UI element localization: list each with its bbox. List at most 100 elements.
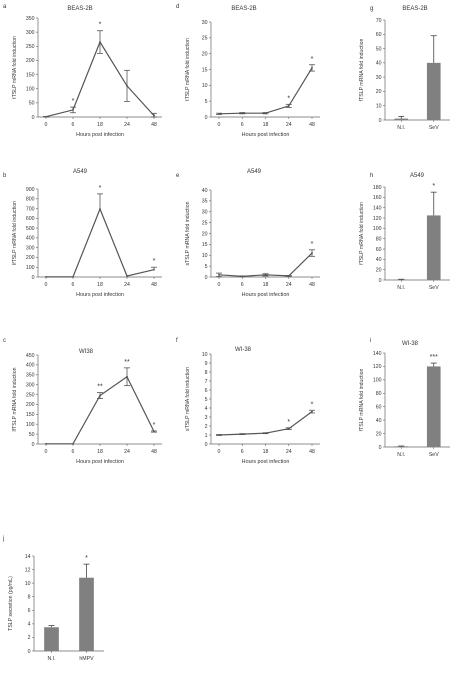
panel-d: d BEAS-2B 0 5 10 15 20 25 30 tTSLP mRNA fold indu…: [176, 4, 320, 138]
panel-letter: i: [370, 338, 371, 344]
panel-letter: d: [176, 4, 179, 10]
y-tick-label: 40: [202, 188, 208, 194]
y-tick-label: 2: [205, 424, 208, 430]
chart-title: A549: [247, 169, 262, 175]
x-tick-label: 48: [309, 282, 315, 288]
y-tick-label: 8: [28, 595, 31, 601]
bar: [426, 366, 441, 447]
y-tick-label: 20: [376, 267, 382, 273]
y-tick-label: 2: [28, 635, 31, 641]
significance-marker: *: [432, 183, 435, 190]
significance-marker: *: [85, 555, 88, 562]
panel-i: i WI-38 0 20 40 60 80 100 120 140 fTSLP mRNA fold …: [359, 338, 450, 458]
y-tick-label: 160: [373, 195, 382, 201]
y-tick-label: 25: [202, 220, 208, 226]
y-tick-label: 120: [373, 364, 382, 370]
panel-letter: c: [3, 338, 6, 344]
y-axis-label: fTSLP mRNA fold induction: [359, 202, 365, 265]
panel-h: h A549 0 20 40 60 80 100 120 140 160 180 fTSLP mRNA …: [359, 173, 450, 291]
series-line: [218, 67, 313, 115]
y-tick-label: 700: [26, 206, 35, 212]
bar: [79, 577, 94, 651]
y-tick-label: 10: [202, 253, 208, 259]
data-point: [287, 275, 290, 277]
x-axis-label: Hours post infection: [242, 292, 290, 298]
y-tick-label: 20: [202, 51, 208, 57]
y-tick-label: 15: [202, 242, 208, 248]
x-tick-label: 0: [45, 282, 48, 288]
data-point: [241, 112, 244, 115]
y-tick-label: 0: [32, 115, 35, 121]
data-point: [153, 114, 155, 117]
x-axis-label: Hours post infection: [76, 459, 124, 465]
bar: [394, 446, 409, 447]
y-tick-label: 200: [26, 255, 35, 261]
significance-marker: **: [97, 384, 103, 391]
significance-marker: *: [287, 419, 290, 426]
data-point: [241, 275, 244, 278]
panel-letter: f: [176, 338, 178, 344]
panel-e: e A549 0 5 10 15 20 25 30 35 40 sTSLP mRNA fold ind…: [176, 169, 320, 298]
y-tick-label: 100: [26, 422, 35, 428]
y-tick-label: 100: [26, 87, 35, 93]
y-tick-label: 60: [376, 405, 382, 411]
y-tick-label: 25: [202, 36, 208, 42]
x-tick-label: 18: [263, 449, 269, 455]
y-tick-label: 150: [26, 412, 35, 418]
x-tick-label: 24: [124, 282, 130, 288]
bar: [394, 118, 409, 120]
significance-marker: *: [311, 241, 314, 248]
y-tick-label: 300: [26, 382, 35, 388]
data-point: [264, 273, 267, 276]
data-point: [241, 433, 244, 435]
category-label: N.I.: [397, 452, 405, 458]
y-axis-label: fTSLP mRNA fold induction: [359, 39, 365, 102]
y-axis-label: lfTSLP mRNA fold induction: [12, 367, 18, 431]
x-axis-label: Hours post infection: [76, 292, 124, 298]
y-tick-label: 500: [26, 226, 35, 232]
x-tick-label: 24: [124, 449, 130, 455]
panel-b: b A549 0 100 200 300 400 500 600 700 800 900 lfTSLP …: [3, 169, 162, 298]
chart-title: WI-38: [402, 341, 419, 347]
y-tick-label: 0: [205, 115, 208, 121]
chart-title: WI38: [79, 349, 94, 355]
x-tick-label: 0: [218, 282, 221, 288]
data-point: [153, 268, 155, 271]
x-tick-label: 18: [97, 122, 103, 128]
y-tick-label: 100: [373, 378, 382, 384]
data-point: [72, 109, 74, 111]
category-label: N.I.: [397, 125, 405, 131]
series-line: [46, 207, 155, 278]
y-tick-label: 100: [373, 226, 382, 232]
x-tick-label: 6: [72, 449, 75, 455]
y-tick-label: 50: [29, 432, 35, 438]
data-point: [45, 115, 47, 118]
significance-marker: **: [124, 359, 130, 366]
y-tick-label: 0: [379, 445, 382, 451]
y-tick-label: 3: [205, 415, 208, 421]
panel-f: f WI-38 0 1 2 3 4 5 6 7 8 9 10 sTSLP mRNA fold induct…: [176, 338, 320, 465]
chart-title: BEAS-2B: [402, 6, 427, 12]
significance-marker: *: [311, 56, 314, 63]
y-tick-label: 1: [205, 433, 208, 439]
y-tick-label: 400: [26, 363, 35, 369]
significance-marker: ***: [430, 354, 438, 361]
x-tick-label: 48: [151, 122, 157, 128]
y-tick-label: 50: [376, 46, 382, 52]
bar: [426, 215, 441, 280]
chart-title: BEAS-2B: [231, 6, 256, 12]
y-tick-label: 40: [376, 61, 382, 67]
x-tick-label: 24: [124, 122, 130, 128]
x-tick-label: 48: [151, 449, 157, 455]
x-tick-label: 24: [286, 122, 292, 128]
y-tick-label: 35: [202, 199, 208, 205]
y-axis-label: sTSLP mRNA fold induction: [185, 367, 191, 431]
y-tick-label: 300: [26, 30, 35, 36]
y-tick-label: 450: [26, 353, 35, 359]
chart-title: A549: [410, 173, 425, 179]
category-label: N.I.: [47, 656, 55, 662]
panel-letter: h: [370, 173, 373, 179]
y-tick-label: 200: [26, 58, 35, 64]
y-tick-label: 10: [202, 352, 208, 358]
